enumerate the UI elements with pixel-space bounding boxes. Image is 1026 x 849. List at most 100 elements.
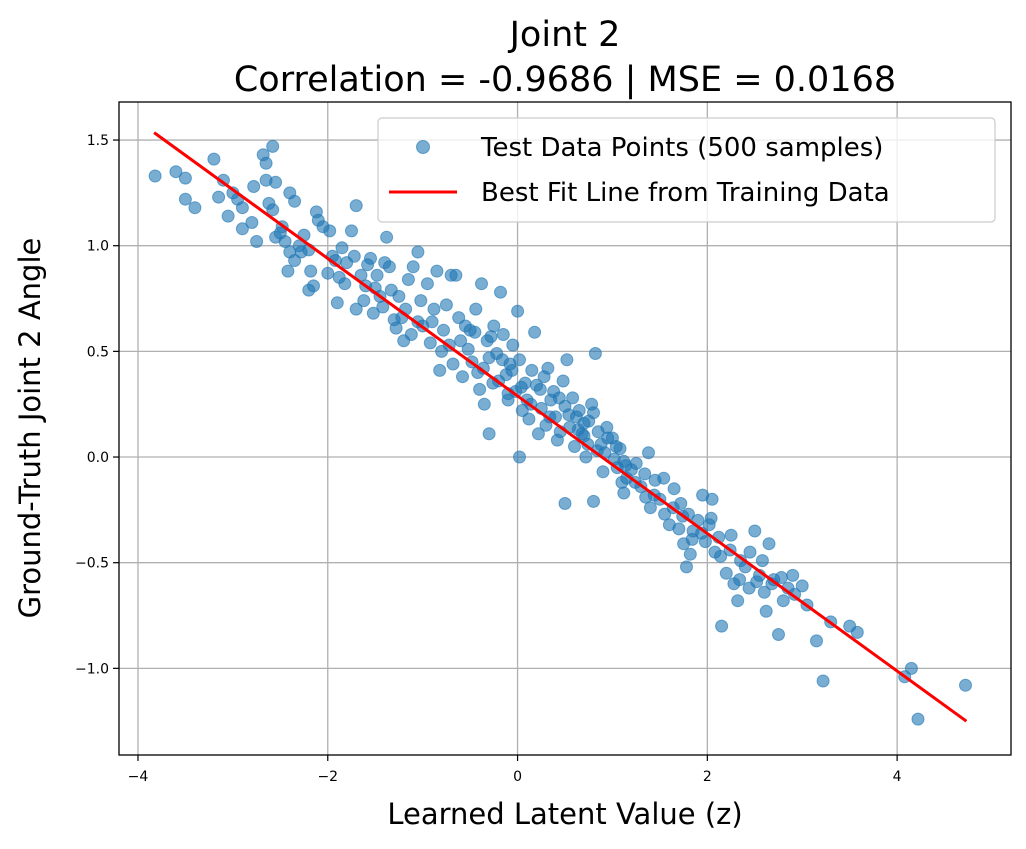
data-point (259, 156, 273, 170)
data-point (501, 393, 515, 407)
data-point (506, 338, 520, 352)
data-point (380, 230, 394, 244)
legend-label-scatter: Test Data Points (500 samples) (480, 133, 883, 163)
data-point (461, 342, 475, 356)
data-point (609, 440, 623, 453)
y-tick-label: −1.0 (75, 661, 109, 677)
y-tick-label: 1.0 (87, 239, 109, 255)
data-point (541, 361, 555, 375)
data-point (323, 224, 337, 238)
data-point (513, 353, 526, 367)
data-point (556, 374, 570, 388)
data-point (531, 427, 545, 441)
data-point (411, 245, 425, 259)
data-point (513, 450, 526, 464)
data-point (332, 270, 346, 284)
data-point (269, 175, 283, 189)
data-point (850, 625, 864, 639)
data-point (307, 279, 320, 293)
data-point (452, 311, 466, 325)
data-point (321, 266, 335, 280)
data-point (748, 524, 762, 538)
axis-ticks: −4 −2 0 2 4 −1.0 −0.5 0.0 0.5 1.0 1.5 (75, 133, 902, 785)
data-point (657, 471, 671, 485)
data-point (347, 249, 361, 263)
data-point (505, 363, 519, 377)
data-points (148, 139, 972, 726)
data-point (335, 241, 349, 255)
x-tick-label: −4 (128, 769, 149, 785)
data-point (762, 537, 776, 551)
data-point (629, 456, 643, 470)
data-point (288, 254, 302, 267)
data-point (366, 306, 380, 320)
data-point (370, 268, 384, 282)
x-axis-label: Learned Latent Value (z) (387, 797, 742, 831)
data-point (178, 171, 192, 185)
chart-subtitle: Correlation = -0.9686 | MSE = 0.0168 (234, 60, 896, 100)
data-point (714, 549, 728, 563)
data-point (169, 165, 183, 179)
data-point (904, 661, 918, 675)
data-point (446, 357, 460, 371)
x-tick-label: 2 (703, 769, 712, 785)
data-point (262, 196, 276, 210)
data-point (558, 497, 572, 510)
data-point (349, 302, 363, 316)
data-point (439, 298, 453, 312)
data-point (560, 353, 574, 367)
data-point (617, 486, 631, 500)
data-point (480, 334, 494, 348)
data-point (795, 579, 809, 593)
data-point (759, 604, 773, 618)
chart-title: Joint 2 (508, 15, 621, 55)
data-point (482, 427, 496, 441)
data-point (382, 260, 396, 274)
data-point (345, 224, 358, 238)
data-point (588, 347, 602, 360)
data-point (404, 328, 418, 341)
data-point (959, 678, 972, 692)
data-point (245, 216, 259, 229)
data-point (384, 283, 398, 297)
data-point (638, 467, 652, 481)
data-point (427, 302, 441, 316)
data-point (511, 304, 525, 318)
y-tick-label: 0.5 (87, 344, 109, 360)
data-point (743, 545, 757, 559)
data-point (911, 712, 925, 726)
data-point (579, 450, 593, 464)
data-point (525, 363, 539, 377)
y-tick-label: 0.0 (87, 450, 109, 466)
data-point (494, 285, 507, 299)
data-point (349, 199, 363, 213)
data-point (401, 273, 415, 286)
x-tick-label: −2 (317, 769, 338, 785)
data-point (810, 634, 823, 648)
data-point (487, 319, 501, 333)
data-point (577, 429, 591, 443)
data-point (514, 380, 528, 394)
data-point (178, 192, 192, 206)
data-point (786, 568, 800, 582)
data-point (406, 260, 420, 274)
data-point (731, 594, 745, 608)
y-tick-label: 1.5 (87, 133, 109, 149)
data-point (266, 139, 280, 153)
best-fit-line (153, 131, 968, 723)
data-point (475, 277, 488, 291)
data-point (364, 251, 377, 265)
data-point (235, 222, 249, 236)
legend-scatter-marker (416, 140, 430, 154)
y-tick-label: −0.5 (75, 556, 109, 572)
data-point (774, 571, 788, 584)
data-point (685, 532, 699, 546)
data-point (742, 581, 756, 595)
data-point (672, 522, 686, 536)
data-point (250, 235, 264, 248)
data-point (642, 446, 655, 460)
data-point (566, 391, 580, 405)
data-point (587, 406, 600, 420)
